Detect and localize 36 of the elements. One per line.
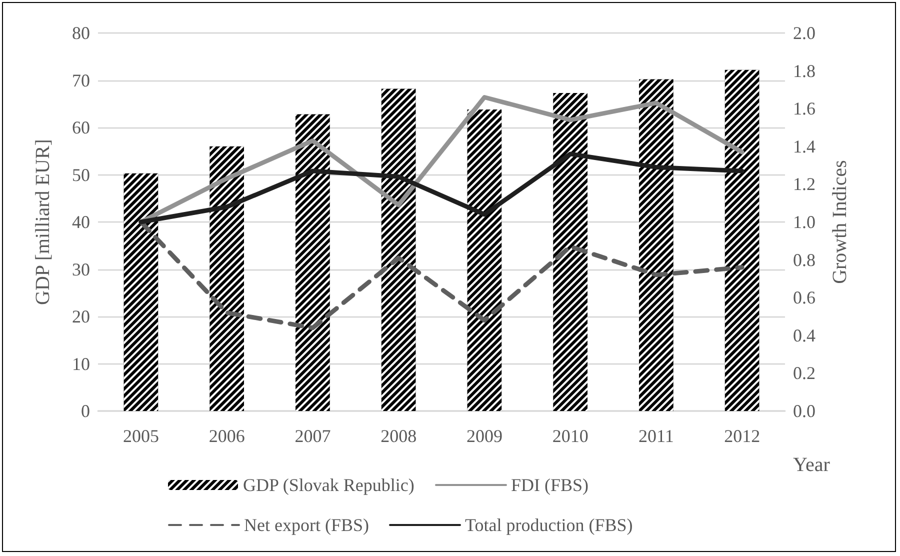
y-tick-label: 80 bbox=[72, 23, 90, 43]
y-tick-label: 70 bbox=[72, 70, 90, 90]
x-tick-label: 2011 bbox=[638, 426, 674, 446]
x-tick-label: 2010 bbox=[552, 426, 588, 446]
x-tick-label: 2005 bbox=[122, 426, 159, 446]
y2-tick-label: 0.4 bbox=[793, 325, 816, 346]
y2-tick-label: 0.6 bbox=[793, 288, 816, 308]
y2-tick-label: 0.0 bbox=[793, 401, 816, 421]
legend-label: FDI (FBS) bbox=[510, 475, 589, 495]
x-tick-label: 2006 bbox=[208, 426, 245, 446]
y-tick-label: 0 bbox=[81, 401, 90, 421]
y2-tick-label: 1.2 bbox=[793, 174, 816, 194]
y-tick-label: 10 bbox=[72, 354, 90, 374]
y-tick-label: 20 bbox=[72, 306, 90, 326]
y-tick-label: 40 bbox=[72, 212, 90, 232]
legend-label: Total production (FBS) bbox=[464, 515, 633, 535]
y-tick-label: 60 bbox=[72, 118, 90, 138]
legend-label: Net export (FBS) bbox=[244, 515, 369, 535]
line-series bbox=[138, 152, 744, 224]
y2-tick-label: 1.8 bbox=[793, 60, 816, 81]
x-axis-title: Year bbox=[793, 454, 830, 476]
y-axis-title: GDP [milliard EUR] bbox=[32, 139, 54, 305]
y2-tick-label: 0.8 bbox=[793, 250, 816, 270]
legend-label: GDP (Slovak Republic) bbox=[243, 475, 414, 495]
y-tick-label: 50 bbox=[72, 164, 90, 185]
y2-tick-label: 1.4 bbox=[793, 136, 816, 156]
x-tick-label: 2008 bbox=[380, 426, 417, 446]
y2-tick-label: 2.0 bbox=[793, 23, 816, 43]
y2-tick-label: 0.2 bbox=[793, 363, 816, 384]
y-tick-label: 30 bbox=[72, 259, 90, 280]
x-tick-label: 2009 bbox=[466, 426, 502, 446]
y2-axis-title: Growth Indices bbox=[829, 160, 851, 284]
y2-tick-label: 1.6 bbox=[793, 98, 816, 119]
y2-tick-label: 1.0 bbox=[793, 212, 816, 232]
x-tick-label: 2007 bbox=[294, 426, 331, 446]
x-tick-label: 2012 bbox=[724, 426, 760, 446]
